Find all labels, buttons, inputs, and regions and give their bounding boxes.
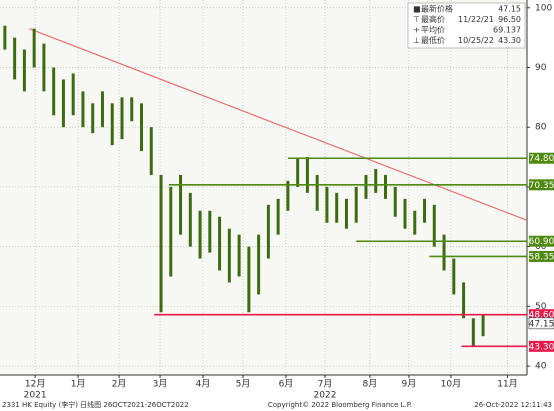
last-price-label: 47.15 <box>529 319 554 329</box>
level-box <box>529 179 554 191</box>
y-tick-label: 80 <box>535 123 547 133</box>
legend-value: 69.137 <box>493 26 521 35</box>
level-label: 48.60 <box>529 311 554 321</box>
level-label: 43.30 <box>529 342 554 352</box>
legend-label: 最新价格 <box>421 4 453 14</box>
level-label: 74.80 <box>529 154 554 164</box>
level-box <box>529 250 554 262</box>
y-tick-label: 90 <box>535 63 547 73</box>
legend-marker: ⊤ <box>413 15 420 24</box>
x-tick-label: 1月 <box>71 379 86 390</box>
x-tick-label: 2月 <box>112 379 127 390</box>
legend-value: 43.30 <box>498 36 521 45</box>
legend-label: 平均价 <box>421 25 445 35</box>
x-tick-label: 4月 <box>196 379 211 390</box>
level-label: 60.90 <box>529 237 554 247</box>
legend-value: 47.15 <box>498 5 521 14</box>
year-label: 2021 <box>24 391 47 401</box>
legend-marker: ⊥ <box>413 36 420 45</box>
x-tick-label: 11月 <box>497 379 517 390</box>
level-label: 70.35 <box>529 181 554 191</box>
level-box <box>529 340 554 352</box>
y-tick-label: 60 <box>535 242 547 252</box>
x-tick-label: 12月 <box>25 379 45 390</box>
level-label: 58.35 <box>529 252 554 262</box>
footer-left: 2331 HK Equity (李宁) 日线图 26OCT2021-26OCT2… <box>2 400 189 409</box>
x-tick-label: 10月 <box>441 379 461 390</box>
plot-area <box>0 0 527 375</box>
trend-line <box>29 28 528 221</box>
x-tick-label: 6月 <box>279 379 294 390</box>
y-tick-label: 100 <box>535 3 552 13</box>
legend-value: 96.50 <box>498 15 521 24</box>
y-tick-label: 50 <box>535 302 547 312</box>
legend-marker: + <box>413 26 420 35</box>
level-box <box>529 235 554 247</box>
legend-label: 最低价 <box>421 35 445 45</box>
x-tick-label: 7月 <box>318 379 333 390</box>
legend-date: 10/25/22 <box>458 36 494 45</box>
x-tick-label: 8月 <box>363 379 378 390</box>
last-price-box <box>528 317 554 330</box>
footer-right: 26-Oct-2022 12:11:43 <box>474 401 552 409</box>
legend-box <box>407 2 526 49</box>
year-label: 2022 <box>314 391 337 401</box>
footer-center: Copyright© 2022 Bloomberg Finance L.P. <box>268 401 412 409</box>
level-box <box>529 309 554 321</box>
y-tick-label: 40 <box>535 362 547 372</box>
legend-date: 11/22/21 <box>458 15 494 24</box>
x-tick-label: 5月 <box>236 379 251 390</box>
legend-marker: ■ <box>413 5 421 14</box>
x-tick-label: 9月 <box>402 379 417 390</box>
x-tick-label: 3月 <box>153 379 168 390</box>
level-box <box>529 152 554 164</box>
legend-label: 最高价 <box>421 14 445 24</box>
